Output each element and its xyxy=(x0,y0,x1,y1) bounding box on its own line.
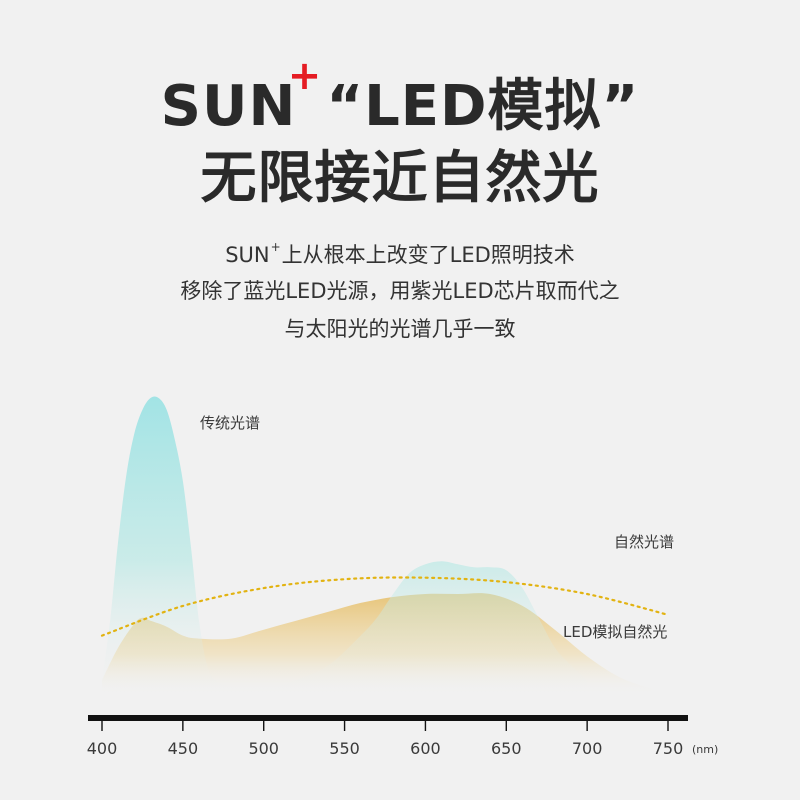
brand-plus-icon: + xyxy=(287,53,323,99)
subtitle-line-1-text: 上从根本上改变了LED照明技术 xyxy=(281,243,575,267)
x-tick-label: 700 xyxy=(572,739,603,758)
x-tick-label: 750 xyxy=(653,739,684,758)
x-tick-label: 500 xyxy=(248,739,279,758)
headline-line-2: 无限接近自然光 xyxy=(200,146,600,211)
series-traditional-mark xyxy=(102,396,588,695)
x-tick-label: 550 xyxy=(329,739,360,758)
label-led: LED模拟自然光 xyxy=(563,623,667,641)
headline-line-1: SUN + “LED模拟” xyxy=(0,56,800,142)
subtitle-line-2: 移除了蓝光LED光源，用紫光LED芯片取而代之 xyxy=(180,279,620,303)
headline-quote: “LED模拟” xyxy=(326,74,640,139)
series-natural-mark xyxy=(100,576,670,637)
subtitle-brand-plus: + xyxy=(270,240,281,254)
series-labels: 传统光谱 自然光谱 LED模拟自然光 xyxy=(200,414,674,641)
x-axis: 400 450 500 550 600 650 700 750 (nm) xyxy=(87,715,718,758)
spectrum-chart: 传统光谱 自然光谱 LED模拟自然光 400 450 500 550 600 650 700… xyxy=(87,396,718,758)
subtitle-brand: SUN xyxy=(225,243,270,267)
brand-name: SUN + xyxy=(160,56,322,142)
x-axis-unit: (nm) xyxy=(692,743,718,756)
plot-area xyxy=(100,396,670,695)
x-tick-label: 600 xyxy=(410,739,441,758)
label-traditional: 传统光谱 xyxy=(200,414,260,432)
x-tick-label: 400 xyxy=(87,739,118,758)
subtitle-line-1: SUN+上从根本上改变了LED照明技术 xyxy=(0,232,800,270)
x-tick-label: 450 xyxy=(168,739,199,758)
x-tick-label: 650 xyxy=(491,739,522,758)
brand-text: SUN xyxy=(160,74,297,139)
subtitle-line-3: 与太阳光的光谱几乎一致 xyxy=(284,317,516,341)
label-natural: 自然光谱 xyxy=(614,533,674,551)
